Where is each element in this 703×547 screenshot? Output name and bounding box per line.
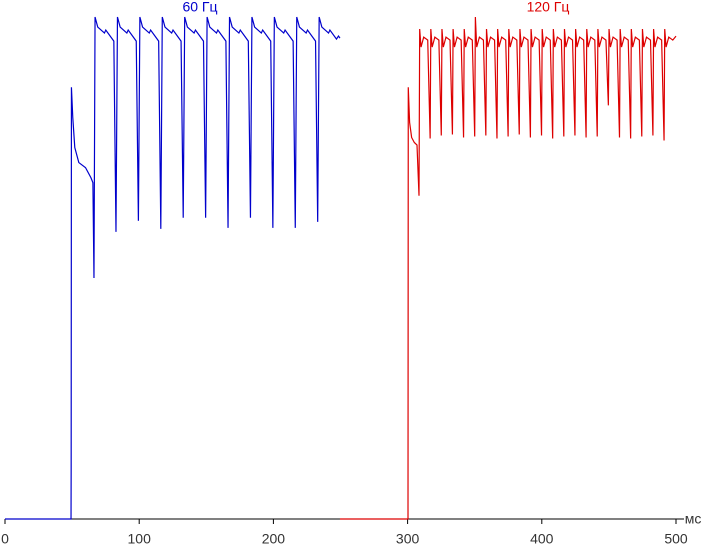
x-tick-label: 500 bbox=[664, 531, 688, 547]
trace bbox=[339, 16, 677, 520]
series-label: 120 Гц bbox=[527, 0, 570, 15]
x-axis-unit: мс bbox=[685, 511, 702, 527]
series-label: 60 Гц bbox=[182, 0, 217, 15]
x-tick-label: 0 bbox=[1, 531, 9, 547]
x-tick-label: 400 bbox=[530, 531, 554, 547]
trace bbox=[5, 16, 341, 520]
x-tick-label: 300 bbox=[396, 531, 420, 547]
x-tick-label: 100 bbox=[128, 531, 152, 547]
x-tick-label: 200 bbox=[262, 531, 286, 547]
